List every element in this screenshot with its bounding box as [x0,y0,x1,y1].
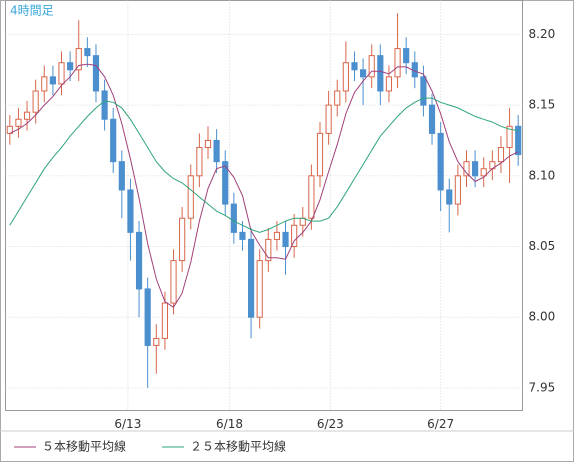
candle-body [101,90,108,120]
candle-body [282,231,289,248]
moving-average-line [9,63,519,309]
candle-body [84,48,91,57]
candle-body [446,189,453,205]
moving-average-line [9,97,519,233]
candle-body [420,76,427,106]
y-tick-label: 8.05 [529,239,556,253]
candle-body [428,104,436,134]
candle-body [213,139,220,163]
candle-body [342,62,349,92]
legend-label: ５本移動平均線 [42,439,126,454]
candle-body [127,189,134,233]
candle-body [222,161,229,205]
x-tick-label: 6/23 [317,417,344,431]
candle-body [291,224,298,248]
candle-body [161,302,168,339]
candle-body [230,203,237,233]
candle-body [506,125,513,149]
candle-body [15,118,22,127]
candle-body [49,76,56,85]
candle-body [67,62,74,71]
candle-body [497,147,505,163]
plot-frame [5,0,523,411]
x-tick-label: 6/18 [216,417,243,431]
candle-body [351,62,358,71]
candle-body [187,175,194,219]
candle-body [239,231,246,240]
candle-body [368,55,375,78]
candle-body [377,55,384,92]
candle-body [23,111,31,120]
candle-body [385,76,393,92]
candle-body [75,48,82,71]
y-tick-label: 7.95 [529,380,556,394]
legend-label: ２５本移動平均線 [190,439,286,454]
candle-body [334,90,341,106]
x-tick-label: 6/13 [114,417,141,431]
candle-body [58,62,65,85]
candle-body [325,104,332,134]
candle-body [463,161,470,177]
candle-body [92,55,100,92]
candle-body [170,260,177,304]
candle-body [360,69,367,78]
candle-body [144,288,151,346]
candle-body [110,118,117,163]
candle-body [403,48,410,64]
candle-body [32,90,39,113]
candle-body [135,231,143,290]
y-tick-label: 8.00 [529,310,556,324]
x-tick-label: 6/27 [427,417,454,431]
candle-body [247,238,255,318]
candle-body [316,132,324,177]
candle-body [256,260,263,318]
candle-body [394,48,401,78]
candle-body [273,231,281,240]
candle-body [118,161,125,191]
candle-body [41,76,48,92]
candle-body [153,337,160,346]
candle-body [480,168,487,177]
y-tick-label: 8.10 [529,168,556,182]
candle-body [196,147,203,177]
candle-body [308,175,315,219]
candle-body [437,132,444,191]
candle-body [204,139,212,149]
chart-title: 4時間足 [10,4,54,18]
y-tick-label: 8.20 [529,27,556,41]
candle-body [265,238,272,262]
candle-body [472,161,479,177]
candle-body [454,175,461,205]
candle-body [515,125,522,156]
candle-body [179,217,186,262]
y-tick-label: 8.15 [529,98,556,112]
